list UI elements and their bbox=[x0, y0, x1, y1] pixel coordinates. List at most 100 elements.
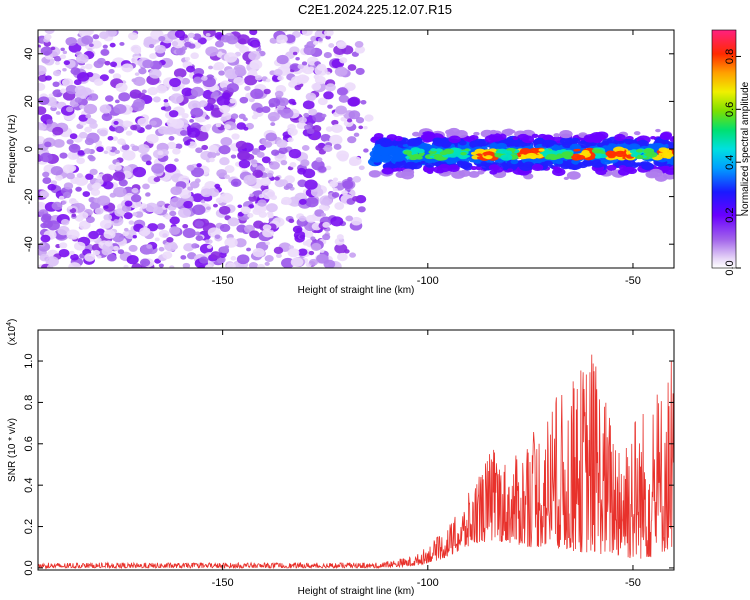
spectrogram-noise-cell bbox=[247, 213, 254, 218]
spectrogram-noise-cell bbox=[138, 67, 147, 75]
spectrogram-noise-cell bbox=[62, 50, 68, 55]
spectrogram-noise-cell bbox=[94, 207, 104, 215]
snr-scale-exponent: 4 bbox=[6, 322, 13, 326]
spectrogram-noise-cell bbox=[215, 152, 221, 156]
spectrogram-band-core bbox=[600, 151, 606, 154]
spectrogram-noise-cell bbox=[131, 145, 140, 152]
spectrogram-noise-cell bbox=[71, 213, 77, 218]
spectrogram-noise-cell bbox=[195, 147, 203, 154]
spectrogram-axes: -150 -100 -50 -40 -20 0 20 40 bbox=[23, 30, 674, 287]
spectrogram-band-core bbox=[476, 156, 484, 160]
spectrogram-band-core bbox=[403, 150, 412, 155]
spectrogram-noise-cell bbox=[163, 99, 169, 103]
spectrogram-noise-cell bbox=[84, 253, 96, 262]
spectrogram-noise-cell bbox=[57, 225, 70, 236]
spectrogram-noise-cell bbox=[310, 187, 324, 198]
spectrogram-band-cell bbox=[458, 169, 471, 177]
spectrogram-noise-cell bbox=[214, 234, 221, 239]
spectrogram-noise-cell bbox=[288, 148, 302, 159]
spectrogram-noise-cell bbox=[152, 96, 161, 103]
spectrogram-noise-cell bbox=[112, 73, 122, 80]
spectrogram-noise-cell bbox=[102, 173, 114, 183]
spectrogram-noise-cell bbox=[234, 67, 247, 77]
spectrogram-band-core bbox=[607, 153, 616, 159]
spectrogram-noise-cell bbox=[364, 114, 374, 122]
spectrogram-noise-cell bbox=[112, 171, 126, 182]
spectrogram-noise-cell bbox=[145, 202, 158, 213]
spectrogram-band-core bbox=[489, 148, 497, 153]
spectrogram-noise-cell bbox=[298, 215, 307, 222]
spectrogram-band-cell bbox=[510, 140, 519, 147]
spectrogram-noise-cell bbox=[352, 196, 360, 202]
spectrogram-band-cell bbox=[480, 161, 488, 166]
spectrogram-noise-cell bbox=[170, 186, 182, 196]
spectrogram-noise-cell bbox=[146, 244, 153, 249]
spectrogram-noise-cell bbox=[308, 250, 315, 256]
spectrogram-noise-cell bbox=[53, 55, 62, 62]
spectrogram-noise-cell bbox=[311, 160, 325, 171]
colorbar-ticks: 0.0 0.2 0.4 0.6 0.8 bbox=[724, 49, 741, 276]
spectrogram-band-core bbox=[464, 148, 470, 152]
spectrogram-band-cell bbox=[595, 131, 609, 140]
spectrogram-noise-cell bbox=[297, 248, 308, 256]
spectrogram-noise-cell bbox=[55, 111, 61, 115]
spectrogram-band-cell bbox=[488, 133, 503, 142]
spectrogram-noise-cell bbox=[239, 45, 250, 54]
spectrogram-noise-cell bbox=[103, 205, 109, 209]
spectrogram-noise-cell bbox=[42, 171, 50, 178]
spectrogram-noise-cell bbox=[274, 176, 280, 181]
spectrogram-noise-cell bbox=[301, 61, 308, 66]
spectrogram-band-core bbox=[405, 156, 410, 159]
spectrogram-noise-cell bbox=[186, 65, 195, 73]
spectrogram-noise-cell bbox=[42, 177, 52, 185]
spectrogram-noise-cell bbox=[87, 154, 94, 160]
spectrogram-noise-cell bbox=[96, 146, 104, 153]
spectrogram-noise-cell bbox=[190, 52, 199, 60]
spectrogram-band-core bbox=[439, 151, 448, 156]
spectrogram-noise-cell bbox=[257, 199, 267, 207]
spectrogram-noise-cell bbox=[123, 212, 133, 220]
spectrogram-noise-cell bbox=[104, 60, 111, 66]
spectrogram-band-cell bbox=[476, 163, 482, 167]
spectrogram-noise-cell bbox=[164, 214, 172, 220]
spectrogram-noise-cell bbox=[168, 110, 179, 118]
spectrogram-noise-cell bbox=[296, 121, 307, 130]
spectrogram-band-cell bbox=[404, 161, 418, 170]
spectrogram-noise-cell bbox=[261, 106, 271, 113]
spectrogram-noise-cell bbox=[175, 47, 186, 56]
spectrogram-noise-cell bbox=[181, 87, 193, 97]
spectrogram-noise-cell bbox=[137, 143, 150, 154]
spectrogram-noise-cell bbox=[360, 99, 367, 105]
spectrogram-band-cell bbox=[531, 163, 544, 171]
spectrogram-noise-cell bbox=[92, 249, 100, 256]
spectrogram-noise-cell bbox=[158, 229, 170, 238]
spectrogram-noise-cell bbox=[276, 253, 282, 259]
spectrogram-noise-cell bbox=[39, 253, 50, 262]
spectrogram-noise-cell bbox=[69, 133, 78, 140]
spectrogram-noise-cell bbox=[67, 164, 77, 172]
spectrogram-noise-cell bbox=[122, 231, 130, 237]
spectrogram-band-cell bbox=[583, 134, 598, 143]
spectrogram-noise-cell bbox=[252, 169, 264, 179]
spectrogram-noise-cell bbox=[147, 223, 158, 232]
spectrogram-noise-cell bbox=[293, 200, 299, 205]
spectrogram-noise-cell bbox=[99, 31, 109, 39]
spectrogram-noise-cell bbox=[83, 148, 92, 155]
spectrogram-noise-cell bbox=[60, 218, 70, 226]
snr-series-line bbox=[38, 354, 674, 570]
colorbar-tick-label: 0.6 bbox=[724, 102, 736, 117]
spectrogram-noise-cell bbox=[169, 265, 175, 268]
spectrogram-noise-cell bbox=[132, 212, 138, 217]
spectrogram-noise-cell bbox=[74, 97, 82, 103]
snr-scale-label: (x104) bbox=[6, 319, 18, 346]
spectrogram-noise-cell bbox=[261, 188, 276, 200]
spectrogram-noise-cell bbox=[287, 137, 294, 143]
spectrogram-band-cell bbox=[553, 133, 560, 138]
spectrogram-band-cell bbox=[391, 147, 404, 155]
spectrogram-band-cell bbox=[456, 160, 465, 166]
spectrogram-noise-cell bbox=[258, 144, 267, 151]
spectrogram-noise-cell bbox=[256, 151, 265, 158]
spectrogram-noise-cell bbox=[196, 163, 202, 168]
spectrogram-noise-cell bbox=[50, 102, 58, 109]
spectrogram-band-core bbox=[484, 155, 493, 160]
